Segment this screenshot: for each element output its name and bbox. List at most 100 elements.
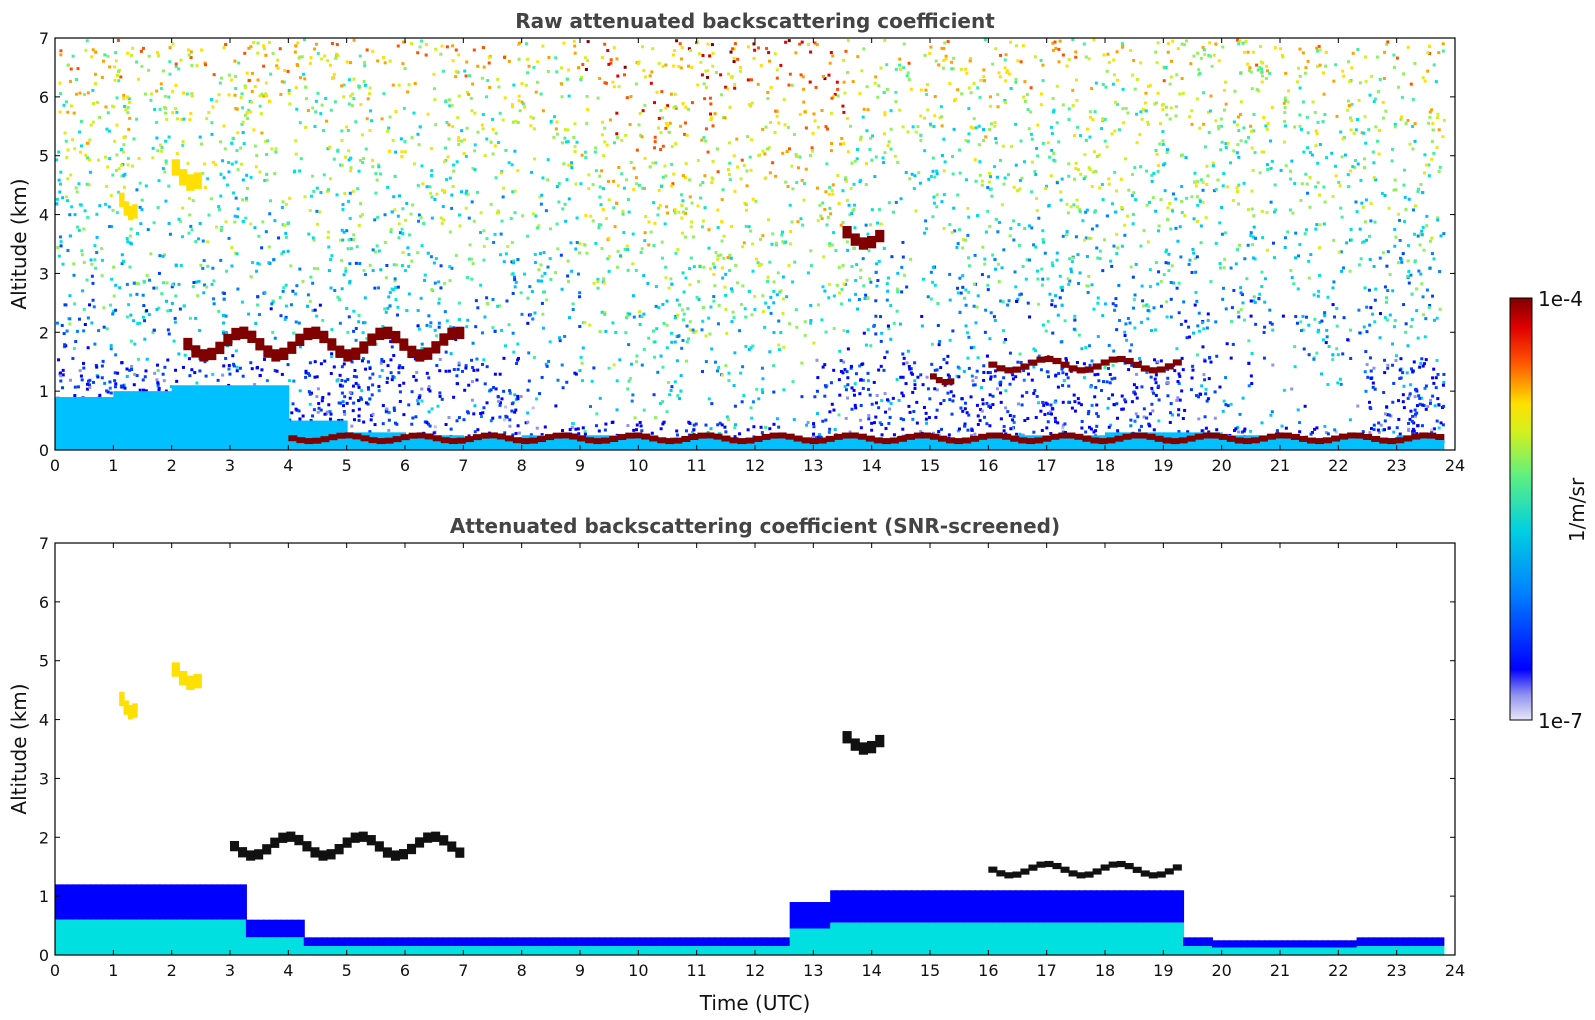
noise-pixel <box>967 290 971 294</box>
noise-pixel <box>147 313 151 317</box>
noise-pixel <box>508 424 512 428</box>
noise-pixel <box>719 73 723 77</box>
noise-pixel <box>792 133 796 137</box>
noise-pixel <box>1334 164 1338 168</box>
noise-pixel <box>836 87 840 91</box>
noise-pixel <box>862 107 866 111</box>
noise-pixel <box>1150 329 1154 333</box>
noise-pixel <box>1430 428 1434 432</box>
noise-pixel <box>1143 101 1147 105</box>
noise-pixel <box>853 382 857 386</box>
noise-pixel <box>727 173 731 177</box>
noise-pixel <box>832 231 836 235</box>
noise-pixel <box>560 287 564 291</box>
noise-pixel <box>570 161 574 165</box>
noise-pixel <box>264 230 268 234</box>
noise-pixel <box>327 269 331 273</box>
noise-pixel <box>383 213 387 217</box>
noise-pixel <box>518 41 522 45</box>
noise-pixel <box>78 130 82 134</box>
noise-pixel <box>1095 154 1099 158</box>
noise-pixel <box>195 64 199 68</box>
noise-pixel <box>626 312 630 316</box>
noise-pixel <box>681 318 685 322</box>
noise-pixel <box>879 315 883 319</box>
noise-pixel <box>625 316 629 320</box>
noise-pixel <box>377 163 381 167</box>
noise-pixel <box>652 329 656 333</box>
noise-pixel <box>882 132 886 136</box>
noise-pixel <box>59 49 63 53</box>
noise-pixel <box>1404 330 1408 334</box>
noise-pixel <box>906 130 910 134</box>
noise-pixel <box>915 400 919 404</box>
noise-pixel <box>1308 151 1312 155</box>
noise-pixel <box>738 329 742 333</box>
noise-pixel <box>429 191 433 195</box>
noise-pixel <box>1282 388 1286 392</box>
noise-pixel <box>224 269 228 273</box>
noise-pixel <box>1436 397 1440 401</box>
noise-pixel <box>1434 80 1438 84</box>
noise-pixel <box>733 83 737 87</box>
noise-pixel <box>309 275 313 279</box>
noise-pixel <box>230 162 234 166</box>
noise-pixel <box>1373 220 1377 224</box>
noise-pixel <box>1249 374 1253 378</box>
noise-pixel <box>1202 48 1206 52</box>
noise-pixel <box>879 66 883 70</box>
noise-pixel <box>179 219 183 223</box>
noise-pixel <box>1077 281 1081 285</box>
noise-pixel <box>1257 89 1261 93</box>
noise-pixel <box>292 379 296 383</box>
noise-pixel <box>844 177 848 181</box>
noise-pixel <box>1194 180 1198 184</box>
noise-pixel <box>1115 189 1119 193</box>
noise-pixel <box>1236 115 1240 119</box>
noise-pixel <box>841 104 845 108</box>
noise-pixel <box>424 43 428 47</box>
noise-pixel <box>481 127 485 131</box>
noise-pixel <box>206 240 210 244</box>
noise-pixel <box>875 284 879 288</box>
noise-pixel <box>1419 182 1423 186</box>
noise-pixel <box>158 107 162 111</box>
noise-pixel <box>64 100 68 104</box>
noise-pixel <box>933 283 937 287</box>
noise-pixel <box>654 161 658 165</box>
noise-pixel <box>514 408 518 412</box>
noise-pixel <box>1340 215 1344 219</box>
noise-pixel <box>64 139 68 143</box>
noise-pixel <box>696 83 700 87</box>
noise-pixel <box>982 75 986 79</box>
noise-pixel <box>157 179 161 183</box>
noise-pixel <box>94 50 98 54</box>
noise-pixel <box>982 139 986 143</box>
noise-pixel <box>209 197 213 201</box>
noise-pixel <box>294 86 298 90</box>
noise-pixel <box>464 191 468 195</box>
noise-pixel <box>373 250 377 254</box>
noise-pixel <box>103 53 107 57</box>
noise-pixel <box>427 385 431 389</box>
noise-pixel <box>467 92 471 96</box>
noise-pixel <box>430 147 434 151</box>
noise-pixel <box>167 332 171 336</box>
noise-pixel <box>1006 303 1010 307</box>
noise-pixel <box>1048 410 1052 414</box>
noise-pixel <box>674 251 678 255</box>
noise-pixel <box>463 69 467 73</box>
noise-pixel <box>716 254 720 258</box>
noise-pixel <box>659 184 663 188</box>
noise-pixel <box>983 38 987 42</box>
noise-pixel <box>1250 352 1254 356</box>
noise-pixel <box>434 123 438 127</box>
noise-pixel <box>1301 51 1305 55</box>
noise-pixel <box>168 46 172 50</box>
noise-pixel <box>1214 187 1218 191</box>
noise-pixel <box>273 219 277 223</box>
noise-pixel <box>988 171 992 175</box>
noise-pixel <box>974 126 978 130</box>
noise-pixel <box>328 145 332 149</box>
noise-pixel <box>1273 183 1277 187</box>
